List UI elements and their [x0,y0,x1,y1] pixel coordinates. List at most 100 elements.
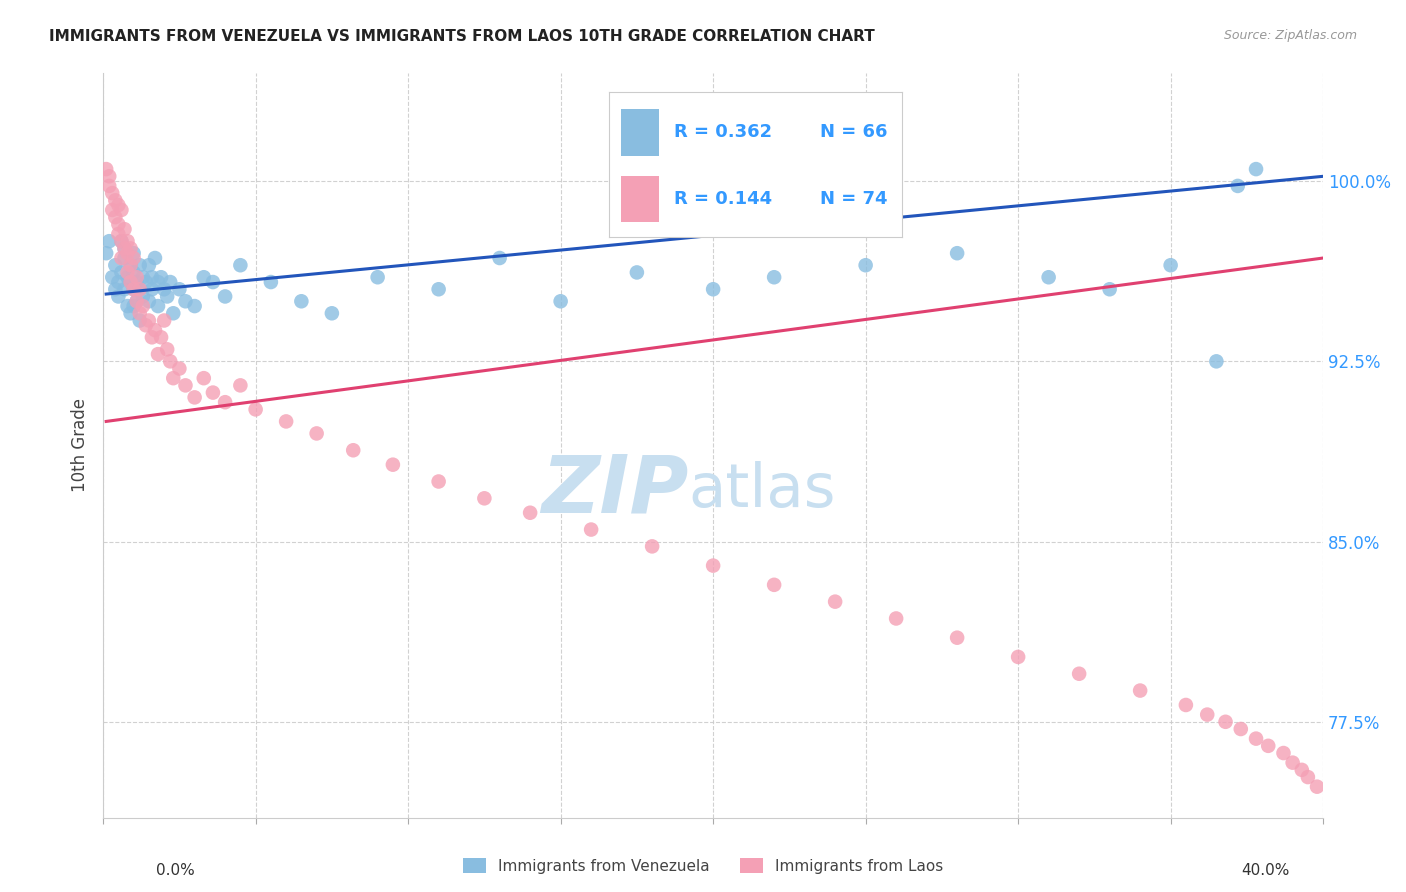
Point [141,330,163,344]
Point [1244,731,1267,746]
Point [474,491,496,506]
Text: ZIP: ZIP [541,451,689,529]
Point [153,313,176,327]
Point [114,222,136,236]
Point [1281,756,1303,770]
Point [1007,649,1029,664]
Text: atlas: atlas [689,460,837,520]
Point [276,414,298,428]
Point [125,294,148,309]
Point [159,275,181,289]
Point [579,523,602,537]
Point [135,318,157,333]
Point [214,395,236,409]
Point [146,347,169,361]
Point [201,385,224,400]
Point [104,258,127,272]
Point [120,275,142,289]
Point [110,265,132,279]
Point [132,299,155,313]
Point [143,323,166,337]
Point [122,299,145,313]
Point [183,299,205,313]
Point [1129,683,1152,698]
Point [132,270,155,285]
Point [120,275,142,289]
Point [110,251,132,265]
Point [101,270,124,285]
Point [146,299,169,313]
Point [138,258,160,272]
Point [122,282,145,296]
Point [96,246,118,260]
Point [96,162,118,177]
Point [150,270,173,285]
Point [290,294,312,309]
Point [125,270,148,285]
Text: IMMIGRANTS FROM VENEZUELA VS IMMIGRANTS FROM LAOS 10TH GRADE CORRELATION CHART: IMMIGRANTS FROM VENEZUELA VS IMMIGRANTS … [49,29,875,45]
Point [150,330,173,344]
Point [381,458,404,472]
Point [138,313,160,327]
Point [884,611,907,625]
Point [107,198,129,212]
Point [162,306,184,320]
Point [135,275,157,289]
Point [305,426,328,441]
Point [156,289,179,303]
Point [101,202,124,217]
Point [1291,763,1313,777]
Point [763,578,786,592]
Point [824,594,846,608]
Point [201,275,224,289]
Point [156,343,179,357]
Point [1296,770,1319,784]
Y-axis label: 10th Grade: 10th Grade [72,399,89,492]
Point [702,282,724,296]
Point [488,251,510,265]
Point [132,289,155,303]
Point [128,282,150,296]
Point [114,241,136,255]
Point [193,371,215,385]
Point [946,246,969,260]
Point [1257,739,1279,753]
Text: Source: ZipAtlas.com: Source: ZipAtlas.com [1223,29,1357,43]
Point [855,258,877,272]
Point [120,258,142,272]
Point [159,354,181,368]
Point [1229,722,1251,736]
Point [193,270,215,285]
Point [128,313,150,327]
Point [120,258,142,272]
Point [128,306,150,320]
Point [174,294,197,309]
Point [162,371,184,385]
Point [1038,270,1060,285]
Point [98,178,121,193]
Point [104,210,127,224]
Point [141,282,163,296]
Point [229,258,252,272]
Point [114,241,136,255]
Point [120,241,142,255]
Point [122,265,145,279]
Point [1098,282,1121,296]
Point [550,294,572,309]
Point [122,282,145,296]
Point [342,443,364,458]
Point [245,402,267,417]
Point [946,631,969,645]
Point [110,202,132,217]
Point [1160,258,1182,272]
Point [1197,707,1219,722]
Point [321,306,343,320]
Point [169,361,191,376]
Point [110,234,132,248]
Point [125,275,148,289]
Point [153,282,176,296]
Point [110,234,132,248]
Legend: Immigrants from Venezuela, Immigrants from Laos: Immigrants from Venezuela, Immigrants fr… [457,852,949,880]
Point [1174,698,1197,712]
Point [107,227,129,241]
